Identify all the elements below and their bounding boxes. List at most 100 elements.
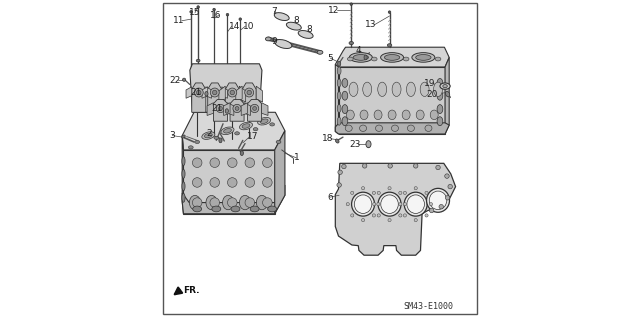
Ellipse shape — [388, 11, 391, 13]
Ellipse shape — [239, 195, 251, 210]
Text: 19: 19 — [424, 79, 435, 88]
Ellipse shape — [337, 117, 341, 125]
Ellipse shape — [346, 203, 349, 206]
Ellipse shape — [250, 206, 259, 212]
Ellipse shape — [342, 117, 348, 126]
Ellipse shape — [275, 13, 289, 20]
Ellipse shape — [245, 198, 255, 207]
Ellipse shape — [266, 37, 271, 41]
Text: 2: 2 — [207, 130, 212, 138]
Ellipse shape — [337, 67, 341, 75]
Ellipse shape — [276, 140, 281, 144]
Ellipse shape — [416, 110, 424, 120]
Ellipse shape — [437, 117, 443, 126]
Ellipse shape — [235, 107, 239, 110]
Ellipse shape — [376, 125, 383, 131]
Text: 16: 16 — [210, 11, 221, 20]
Ellipse shape — [437, 78, 443, 87]
Ellipse shape — [439, 204, 444, 209]
Ellipse shape — [349, 53, 372, 62]
Ellipse shape — [403, 203, 406, 206]
Ellipse shape — [377, 214, 380, 217]
Ellipse shape — [193, 178, 202, 187]
Ellipse shape — [193, 158, 202, 167]
Ellipse shape — [351, 192, 374, 216]
Ellipse shape — [231, 206, 240, 212]
Ellipse shape — [430, 110, 438, 120]
Ellipse shape — [351, 191, 354, 195]
Ellipse shape — [349, 82, 358, 97]
Ellipse shape — [408, 125, 415, 131]
Ellipse shape — [413, 164, 418, 168]
Ellipse shape — [448, 184, 452, 189]
Ellipse shape — [210, 178, 220, 187]
Ellipse shape — [445, 196, 450, 200]
Ellipse shape — [196, 90, 201, 95]
Ellipse shape — [206, 195, 217, 210]
Ellipse shape — [262, 158, 272, 167]
Polygon shape — [182, 185, 285, 214]
Ellipse shape — [245, 178, 255, 187]
Polygon shape — [219, 86, 225, 102]
Text: 8: 8 — [293, 16, 299, 25]
Ellipse shape — [182, 157, 185, 166]
Ellipse shape — [364, 55, 367, 60]
Polygon shape — [230, 100, 244, 121]
Ellipse shape — [247, 90, 252, 95]
Ellipse shape — [250, 104, 259, 113]
Text: 1: 1 — [294, 153, 300, 162]
Ellipse shape — [182, 78, 186, 81]
Ellipse shape — [440, 83, 450, 89]
Ellipse shape — [372, 203, 376, 206]
Ellipse shape — [348, 57, 353, 61]
Ellipse shape — [374, 110, 382, 120]
Text: 7: 7 — [271, 7, 277, 16]
Ellipse shape — [193, 206, 202, 212]
Ellipse shape — [342, 78, 348, 87]
Text: 11: 11 — [173, 16, 184, 25]
Polygon shape — [256, 86, 262, 102]
Ellipse shape — [437, 105, 443, 114]
Ellipse shape — [210, 198, 220, 207]
Ellipse shape — [362, 219, 365, 222]
Ellipse shape — [425, 125, 432, 131]
Ellipse shape — [188, 146, 193, 149]
Ellipse shape — [436, 165, 440, 170]
Ellipse shape — [337, 61, 340, 66]
Ellipse shape — [433, 82, 442, 97]
Ellipse shape — [196, 59, 200, 62]
Polygon shape — [275, 131, 285, 214]
Ellipse shape — [212, 206, 221, 212]
Ellipse shape — [218, 107, 222, 110]
Ellipse shape — [345, 125, 352, 131]
Ellipse shape — [351, 214, 354, 217]
Ellipse shape — [227, 198, 237, 207]
Ellipse shape — [353, 55, 369, 60]
Ellipse shape — [381, 53, 404, 62]
Ellipse shape — [227, 178, 237, 187]
Polygon shape — [206, 87, 212, 98]
Ellipse shape — [445, 174, 449, 178]
Polygon shape — [236, 86, 242, 102]
Ellipse shape — [429, 208, 434, 213]
Ellipse shape — [239, 18, 241, 20]
Ellipse shape — [337, 104, 341, 113]
Ellipse shape — [226, 13, 228, 16]
Ellipse shape — [262, 178, 272, 187]
Text: 6: 6 — [327, 193, 333, 202]
Ellipse shape — [377, 203, 380, 206]
Polygon shape — [335, 163, 456, 255]
Ellipse shape — [399, 203, 402, 206]
Text: 20: 20 — [427, 90, 438, 99]
Ellipse shape — [195, 140, 200, 144]
Polygon shape — [445, 57, 449, 134]
Ellipse shape — [235, 132, 239, 135]
Polygon shape — [190, 64, 262, 112]
Text: 3: 3 — [169, 131, 175, 140]
Ellipse shape — [362, 164, 367, 168]
Ellipse shape — [404, 192, 427, 216]
Text: 5: 5 — [327, 54, 333, 63]
Polygon shape — [227, 103, 234, 115]
Polygon shape — [244, 103, 250, 115]
Ellipse shape — [214, 136, 219, 139]
